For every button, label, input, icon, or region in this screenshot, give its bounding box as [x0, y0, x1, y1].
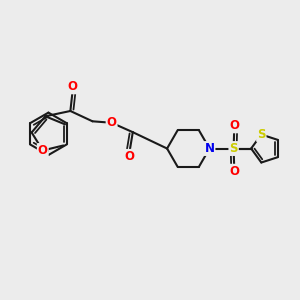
Text: O: O — [106, 116, 117, 129]
Text: S: S — [230, 142, 238, 155]
Text: O: O — [68, 80, 78, 93]
Text: O: O — [229, 119, 239, 132]
Text: O: O — [38, 144, 48, 157]
Text: O: O — [229, 165, 239, 178]
Text: N: N — [205, 142, 214, 155]
Text: O: O — [124, 150, 134, 163]
Text: S: S — [257, 128, 266, 141]
